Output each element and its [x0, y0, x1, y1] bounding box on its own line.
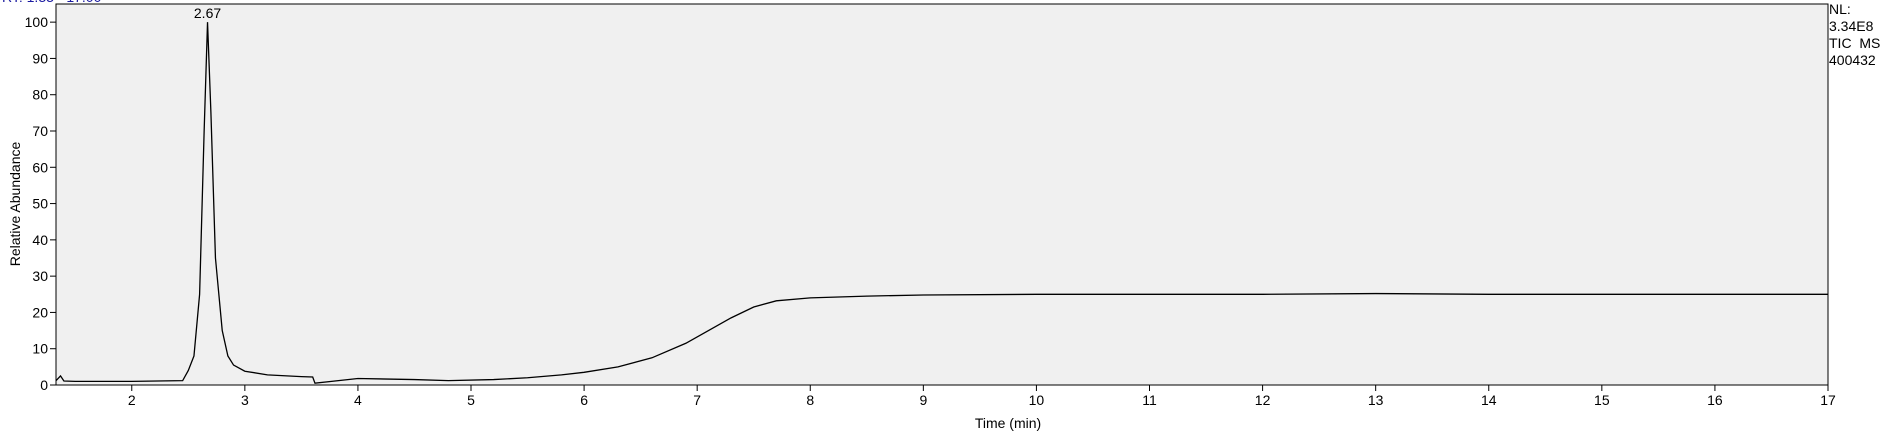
header: RT: 1.33 - 17.00 — [2, 0, 102, 5]
x-tick-label: 16 — [1707, 392, 1723, 408]
x-tick-label: 6 — [580, 392, 588, 408]
info-text: 400432 — [1829, 52, 1876, 68]
x-tick-label: 4 — [354, 392, 362, 408]
x-tick-label: 10 — [1029, 392, 1045, 408]
y-tick-label: 100 — [25, 14, 49, 30]
info-text: TIC MS — [1829, 35, 1880, 51]
x-tick-label: 2 — [128, 392, 136, 408]
plot-area — [55, 3, 1829, 386]
y-tick-label: 10 — [32, 341, 48, 357]
info-text: 3.34E8 — [1829, 18, 1874, 34]
x-tick-label: 11 — [1142, 392, 1157, 408]
peak-label: 2.67 — [194, 5, 221, 21]
chromatogram-line — [55, 22, 1828, 384]
x-tick-label: 13 — [1368, 392, 1384, 408]
x-tick-label: 14 — [1481, 392, 1497, 408]
y-tick-label: 0 — [40, 377, 48, 393]
y-tick-label: 70 — [32, 123, 48, 139]
x-axis-label: Time (min) — [975, 415, 1041, 431]
x-tick-label: 15 — [1594, 392, 1610, 408]
x-tick-label: 17 — [1820, 392, 1836, 408]
x-tick-label: 9 — [919, 392, 927, 408]
x-tick-label: 3 — [241, 392, 249, 408]
y-tick-label: 60 — [32, 159, 48, 175]
y-tick-label: 30 — [32, 268, 48, 284]
y-tick-label: 20 — [32, 304, 48, 320]
x-tick-label: 7 — [693, 392, 701, 408]
info-text: NL: — [1829, 1, 1851, 17]
y-tick-label: 90 — [32, 50, 48, 66]
y-axis-label: Relative Abundance — [7, 142, 23, 267]
y-tick-label: 80 — [32, 87, 48, 103]
x-tick-label: 5 — [467, 392, 475, 408]
x-tick-label: 8 — [806, 392, 814, 408]
x-tick-label: 12 — [1255, 392, 1271, 408]
y-tick-label: 40 — [32, 232, 48, 248]
y-tick-label: 50 — [32, 196, 48, 212]
